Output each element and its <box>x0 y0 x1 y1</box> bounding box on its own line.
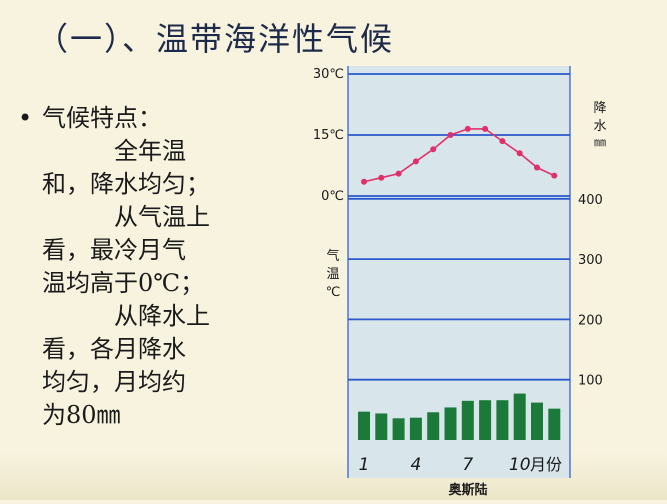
para2-line3: 温均高于0℃； <box>42 269 205 297</box>
temperature-point <box>499 138 506 145</box>
precip-bar <box>409 417 422 440</box>
precip-bar <box>461 400 474 440</box>
climate-chart: 30℃ 15℃ 0℃ 400 300 200 100 1 4 7 10 月份 气 温 ℃ 降 水 … <box>300 62 630 500</box>
precip-bar <box>479 400 492 440</box>
precip-tick-label: 300 <box>578 253 603 268</box>
temperature-point <box>551 172 558 179</box>
temperature-point <box>395 170 402 177</box>
precip-bar <box>427 412 440 440</box>
temperature-point <box>447 132 454 138</box>
precip-bar <box>358 411 370 440</box>
paragraph-precipitation: 从降水上 看，各月降水 均匀，月均约 为80㎜ <box>42 300 258 432</box>
para3-line2: 看，各月降水 <box>42 335 186 363</box>
precip-tick-label: 100 <box>578 374 603 389</box>
chart-caption: 奥斯陆 <box>448 482 487 498</box>
temperature-point <box>361 178 367 185</box>
paragraph-temperature-mild: 全年温 和，降水均匀； <box>42 135 258 201</box>
temperature-point <box>430 146 437 153</box>
para2-line2: 看，最冷月气 <box>42 236 186 264</box>
precip-tick-label: 200 <box>578 313 603 328</box>
temperature-point <box>516 150 523 157</box>
precip-axis-label-1: 降 <box>593 101 606 116</box>
temp-tick-label: 0℃ <box>321 189 344 204</box>
paragraph-temperature: 从气温上 看，最冷月气 温均高于0℃； <box>42 201 258 300</box>
bullet-marker: • <box>18 104 33 132</box>
slide-title: （一）、温带海洋性气候 <box>36 20 395 58</box>
precip-axis-label-2: 水 <box>593 119 606 134</box>
x-tick-label: 7 <box>462 455 473 475</box>
x-tick-label: 1 <box>359 455 370 475</box>
precip-tick-label: 400 <box>578 193 603 208</box>
precip-bar <box>531 402 543 440</box>
temp-axis-label-2: 温 <box>326 267 339 282</box>
precip-bar <box>392 418 405 440</box>
precip-bar <box>444 407 457 440</box>
temperature-point <box>412 158 419 165</box>
temp-axis-label-1: 气 <box>326 248 339 264</box>
precip-bar <box>548 408 561 440</box>
precip-bar <box>375 413 388 440</box>
para1-line2: 和，降水均匀； <box>42 170 210 198</box>
temperature-point <box>534 164 540 171</box>
para3-line3: 均匀，月均约 <box>42 368 186 396</box>
para1-line1: 全年温 <box>114 137 186 165</box>
precip-bar <box>496 400 509 440</box>
x-tick-label: 10 <box>509 455 531 475</box>
para3-line1: 从降水上 <box>114 302 210 330</box>
temp-tick-label: 30℃ <box>313 67 344 82</box>
climate-features: • 气候特点： 全年温 和，降水均匀； 从气温上 看，最冷月气 温均高于0℃； … <box>18 102 258 432</box>
temperature-point <box>378 174 385 181</box>
bullet-heading: 气候特点： <box>42 104 162 132</box>
temp-axis-label-3: ℃ <box>326 285 341 300</box>
temp-tick-label: 15℃ <box>313 128 344 143</box>
para2-line1: 从气温上 <box>114 203 210 231</box>
precip-bar <box>513 393 526 440</box>
x-tick-label: 4 <box>410 455 421 475</box>
temperature-point <box>482 125 489 132</box>
precip-axis-label-3: ㎜ <box>594 135 606 149</box>
para3-line4: 为80㎜ <box>42 401 121 429</box>
temperature-point <box>464 125 471 132</box>
x-unit-label: 月份 <box>530 455 562 474</box>
